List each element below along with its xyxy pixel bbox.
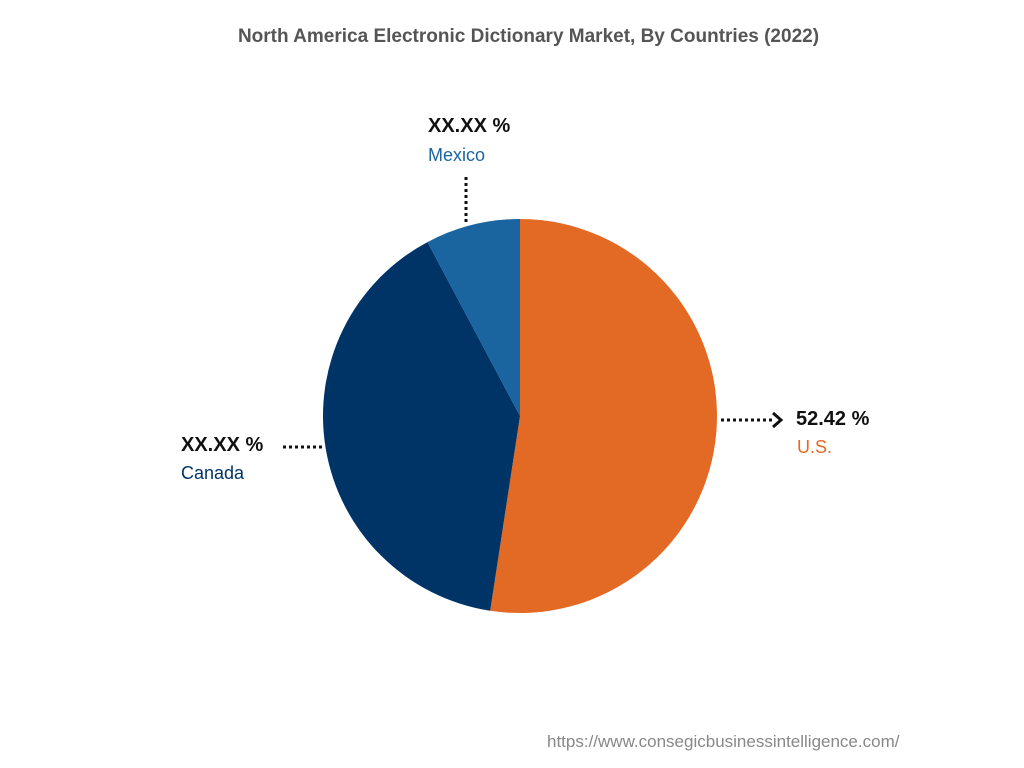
slice-us <box>490 219 718 613</box>
mexico-name-label: Mexico <box>428 145 486 165</box>
mexico-value-label: XX.XX % <box>428 115 511 137</box>
source-url: https://www.consegicbusinessintelligence… <box>547 732 900 751</box>
slice-canada <box>323 242 520 611</box>
us-value-label: 52.42 % <box>796 408 870 430</box>
us-leader-arrow <box>772 411 784 429</box>
slice-mexico <box>427 219 520 416</box>
canada-name-label: Canada <box>181 463 245 483</box>
us-name-label: U.S. <box>797 437 833 457</box>
canada-value-label: XX.XX % <box>181 434 264 456</box>
chart-title: North America Electronic Dictionary Mark… <box>237 26 820 47</box>
